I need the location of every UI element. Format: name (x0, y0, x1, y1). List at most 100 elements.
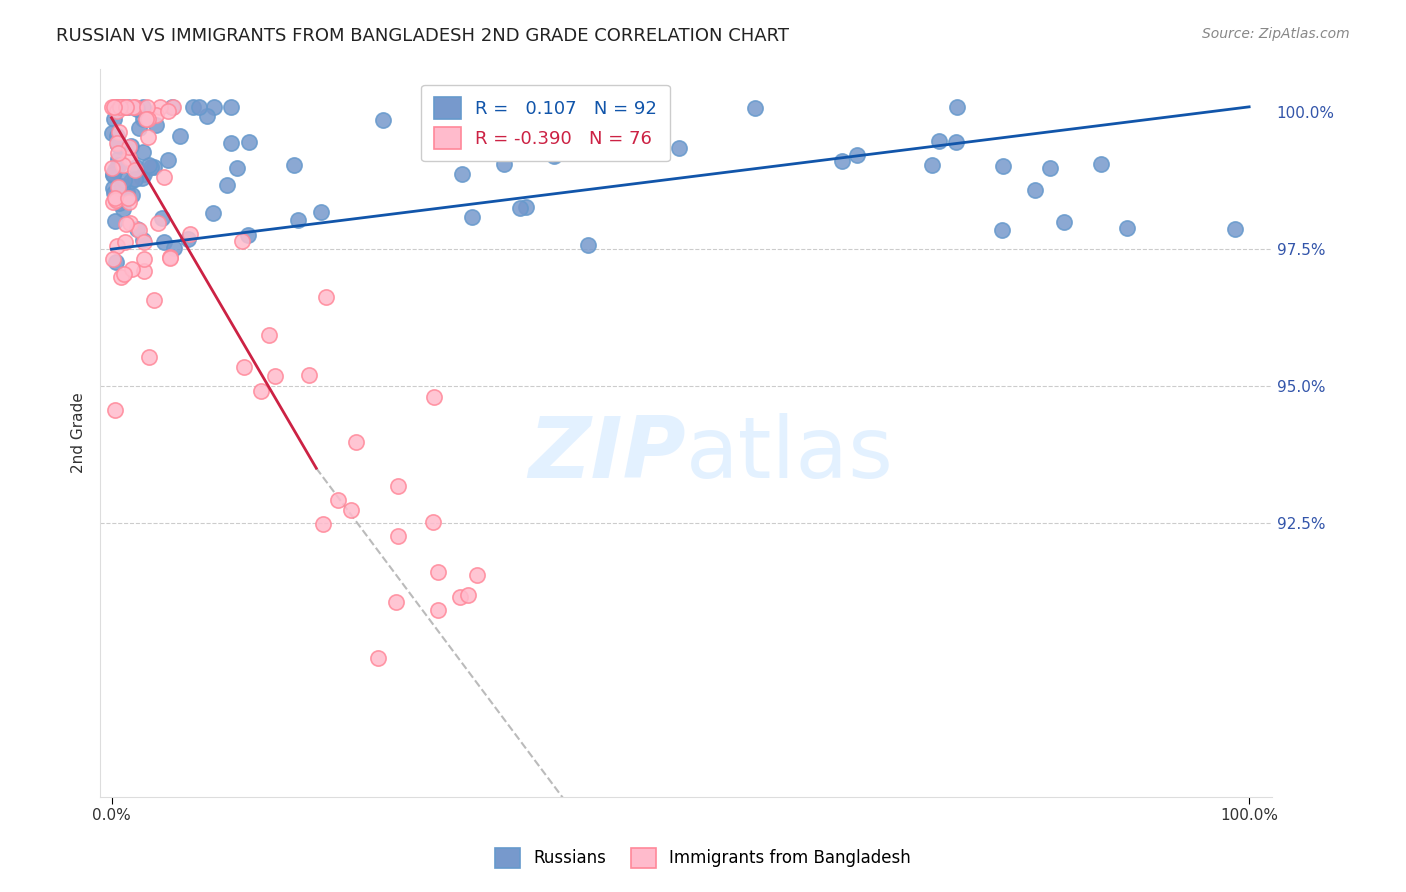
Point (238, 228, 260, 243)
Point (117, 140, 139, 154)
Point (104, 214, 127, 228)
Point (103, 100, 125, 114)
Point (465, 568, 488, 582)
Point (831, 153, 853, 168)
Point (457, 588, 479, 602)
Point (105, 239, 128, 253)
Point (142, 293, 165, 307)
Point (115, 100, 138, 114)
Point (202, 100, 225, 114)
Point (118, 216, 141, 230)
Point (231, 234, 253, 248)
Point (238, 135, 260, 149)
Point (219, 136, 242, 150)
Point (104, 163, 127, 178)
Point (169, 129, 191, 144)
Point (103, 186, 125, 200)
Point (387, 479, 409, 493)
Point (138, 158, 160, 172)
Point (108, 100, 131, 114)
Point (105, 100, 128, 114)
Point (112, 100, 135, 114)
Point (264, 369, 287, 384)
Point (108, 100, 131, 114)
Point (104, 191, 127, 205)
Point (112, 202, 135, 216)
Point (121, 188, 143, 202)
Point (148, 216, 170, 230)
Point (108, 139, 131, 153)
Point (101, 100, 124, 114)
Point (153, 235, 176, 249)
Point (509, 201, 531, 215)
Point (283, 157, 305, 171)
Point (1053, 215, 1076, 229)
Point (250, 384, 273, 399)
Point (744, 102, 766, 116)
Legend: Russians, Immigrants from Bangladesh: Russians, Immigrants from Bangladesh (488, 841, 918, 875)
Point (138, 350, 160, 364)
Point (115, 100, 138, 114)
Point (136, 130, 159, 145)
Point (309, 204, 332, 219)
Point (152, 211, 174, 225)
Point (153, 169, 176, 184)
Point (311, 517, 333, 532)
Point (991, 223, 1014, 237)
Point (108, 195, 131, 210)
Point (114, 235, 136, 250)
Point (928, 135, 950, 149)
Point (121, 262, 143, 277)
Point (101, 126, 124, 140)
Point (117, 100, 139, 114)
Point (149, 100, 172, 114)
Point (187, 100, 209, 114)
Point (340, 502, 363, 516)
Point (219, 100, 242, 114)
Point (946, 100, 969, 114)
Point (132, 167, 155, 181)
Point (101, 169, 124, 183)
Point (101, 167, 124, 181)
Point (131, 170, 153, 185)
Point (450, 167, 472, 181)
Y-axis label: 2nd Grade: 2nd Grade (72, 392, 86, 473)
Point (163, 241, 186, 255)
Point (107, 104, 129, 119)
Point (201, 206, 224, 220)
Point (112, 100, 135, 114)
Point (991, 159, 1014, 173)
Point (668, 141, 690, 155)
Point (132, 112, 155, 127)
Point (162, 100, 184, 114)
Point (120, 139, 142, 153)
Point (132, 252, 155, 267)
Point (101, 181, 124, 195)
Point (103, 194, 125, 209)
Point (156, 153, 179, 168)
Point (515, 200, 537, 214)
Point (315, 290, 337, 304)
Point (195, 109, 218, 123)
Point (105, 160, 128, 174)
Point (105, 193, 128, 207)
Point (107, 146, 129, 161)
Point (461, 211, 484, 225)
Text: Source: ZipAtlas.com: Source: ZipAtlas.com (1202, 27, 1350, 41)
Point (131, 100, 153, 114)
Point (108, 158, 131, 172)
Point (177, 232, 200, 246)
Point (104, 403, 127, 417)
Point (326, 493, 349, 508)
Point (422, 516, 444, 530)
Point (122, 100, 145, 114)
Point (120, 174, 142, 188)
Point (142, 160, 165, 174)
Point (578, 237, 600, 252)
Point (104, 255, 127, 269)
Point (1116, 220, 1139, 235)
Point (387, 529, 409, 543)
Point (544, 147, 567, 161)
Point (112, 158, 135, 172)
Point (543, 149, 565, 163)
